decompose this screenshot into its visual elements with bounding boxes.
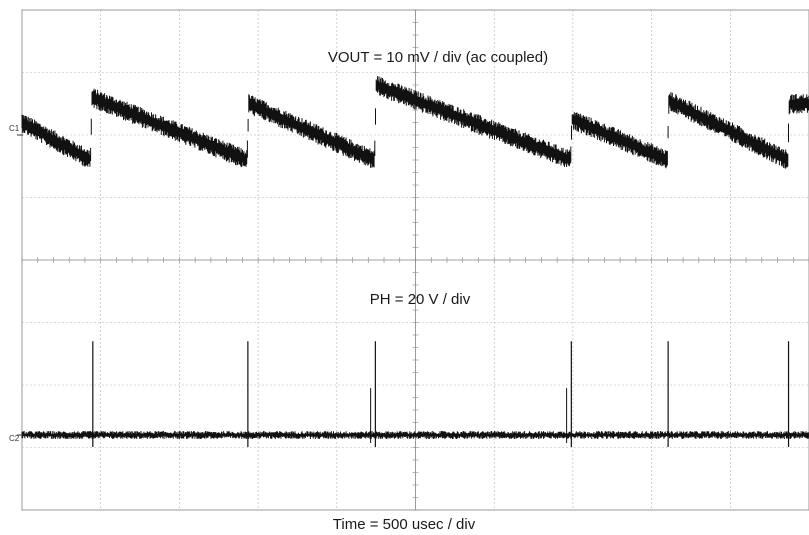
series-label-ph: PH = 20 V / div [370,291,471,308]
channel-marker-c1: C1 [9,124,20,133]
x-axis-label: Time = 500 usec / div [333,516,476,533]
trace-group [17,76,809,447]
graticule-grid [21,9,809,511]
trace-vout [21,76,809,169]
series-label-vout: VOUT = 10 mV / div (ac coupled) [328,49,548,66]
channel-marker-c2: C2 [9,434,20,443]
